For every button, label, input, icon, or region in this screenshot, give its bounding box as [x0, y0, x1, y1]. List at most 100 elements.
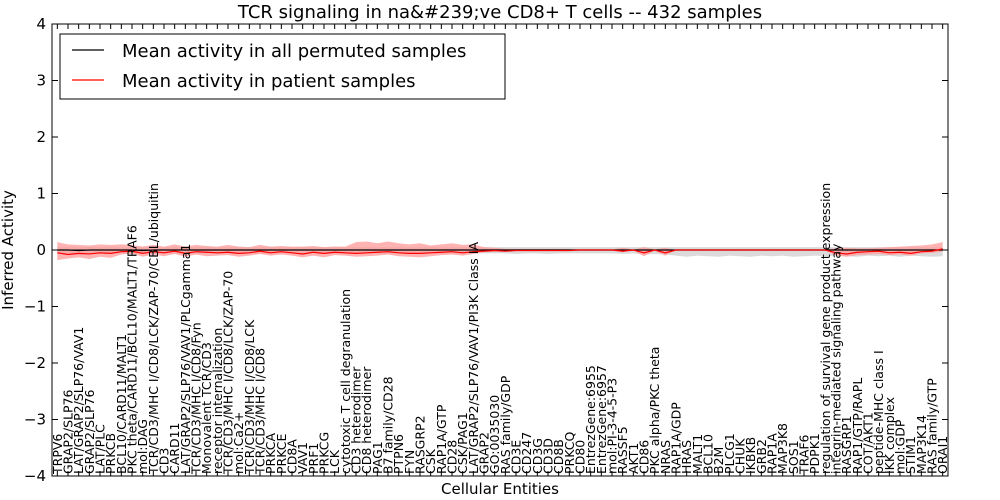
x-tick-label: NRAS — [658, 440, 673, 474]
x-tick-label: CD8B — [551, 439, 566, 474]
x-tick-label: TCR/CD3/MHC I/CD8/LCK/ZAP-70/CBL/ubiquit… — [146, 183, 161, 475]
x-tick-label: CSK — [423, 448, 438, 474]
y-tick-label: 4 — [36, 15, 46, 33]
x-tick-label: EntrezGene:6955 — [583, 365, 598, 474]
y-tick-label: 0 — [36, 241, 46, 259]
x-tick-label: RAP1A/GTP — [434, 404, 449, 474]
x-tick-label: TCR/CD3/MHC I/CD8/LCK — [242, 319, 257, 475]
x-tick-label: PRKCQ — [562, 432, 577, 474]
x-tick-label: cytotoxic T cell degranulation — [338, 289, 353, 474]
x-tick-label: mol:GDP — [893, 419, 908, 474]
y-tick-label: 2 — [36, 128, 46, 146]
y-tick-label: 1 — [36, 185, 46, 203]
x-tick-label: mol:Ca2+ — [231, 412, 246, 474]
y-tick-label: −3 — [24, 411, 46, 429]
x-tick-label: CD3E — [509, 440, 524, 474]
x-tick-label: CD247 — [519, 432, 534, 474]
x-tick-label: RAS family/GDP — [498, 375, 513, 474]
x-tick-label: CD8 heterodimer — [359, 366, 374, 474]
x-tick-label: PTPN6 — [391, 434, 406, 474]
x-axis: TRPV6GRAP2/SLP76LAT/GRAP2/SLP76/VAV1GRAP… — [50, 24, 950, 476]
y-tick-label: −2 — [24, 354, 46, 372]
x-tick-label: PLCG1 — [722, 433, 737, 474]
x-tick-label: GRB2 — [754, 439, 769, 474]
y-axis: 4 3 2 1 0 −1 −2 −3 −4 — [24, 15, 948, 485]
x-tick-label: BCL10 — [701, 434, 716, 474]
x-tick-label: LCK — [327, 449, 342, 474]
x-tick-label: HRAS — [679, 440, 694, 474]
x-tick-label: GRAP2 — [477, 432, 492, 474]
x-tick-label: LAT/PLC — [93, 424, 108, 474]
x-tick-label: TCR/CD3/MHC I/CD8/Fyn — [189, 322, 204, 475]
x-tick-label: COT/AKT1 — [861, 412, 876, 474]
x-tick-label: LAT/GRAP2/SLP76/VAV1 — [71, 327, 86, 474]
x-tick-label: IKK complex — [882, 397, 897, 474]
x-tick-label: PDPK1 — [807, 433, 822, 474]
x-tick-label: CD8A — [285, 439, 300, 474]
x-tick-label: RAS family/GTP — [925, 378, 940, 474]
x-tick-label: LAT/GRAP2/SLP76/VAV1/PI3K Class IA — [466, 242, 481, 474]
x-tick-label: CD3 heterodimer — [349, 366, 364, 474]
x-axis-label: Cellular Entities — [441, 480, 559, 498]
y-tick-label: −1 — [24, 298, 46, 316]
x-tick-label: integrin-mediated signaling pathway — [829, 243, 844, 474]
legend-label-patient: Mean activity in patient samples — [122, 71, 416, 92]
x-tick-label: RAP1A — [765, 433, 780, 474]
x-tick-label: BCL10/CARD11/MALT1 — [114, 334, 129, 474]
x-tick-label: B7 family/CD28 — [381, 376, 396, 474]
x-tick-label: FYN — [402, 450, 417, 474]
legend-label-permuted: Mean activity in all permuted samples — [122, 41, 466, 62]
x-tick-label: PRKCG — [317, 432, 332, 474]
x-tick-label: CD80 — [573, 440, 588, 474]
x-tick-label: TCR/CD3/MHC I/CD8/LCK/ZAP-70 — [221, 271, 236, 475]
x-tick-label: PKC theta/CARD11/BCL10/MALT1/TRAF6 — [125, 225, 140, 474]
x-tick-label: regulation of survival gene product expr… — [818, 183, 833, 474]
x-tick-label: B2M — [711, 447, 726, 474]
x-tick-label: TRAF6 — [797, 434, 812, 475]
x-tick-label: PKC alpha/PKC theta — [647, 347, 662, 474]
series-line-patient — [57, 248, 943, 256]
x-tick-label: CSK/PAG1 — [455, 412, 470, 474]
x-tick-label: IKBKB — [743, 437, 758, 474]
x-tick-label: mol:DAG — [135, 419, 150, 474]
x-tick-label: peptide-MHC class I — [871, 350, 886, 474]
x-tick-label: AKT1 — [626, 443, 641, 474]
legend: Mean activity in all permuted samples Me… — [59, 33, 506, 100]
x-tick-label: STIM1 — [903, 436, 918, 474]
x-tick-label: CD3G — [530, 438, 545, 474]
x-tick-label: CHUK — [733, 438, 748, 474]
x-tick-label: PRKCE — [274, 434, 289, 474]
x-tick-label: CD3 — [157, 448, 172, 474]
x-tick-label: PAG1 — [370, 441, 385, 474]
x-tick-label: receptor internalization — [210, 328, 225, 474]
x-tick-label: EntrezGene:6957 — [594, 365, 609, 474]
x-tick-label: RASSF5 — [615, 426, 630, 474]
x-tick-label: GO:0035030 — [487, 395, 502, 474]
x-tick-label: PRKCA — [263, 433, 278, 474]
x-tick-label: TCR/CD3/MHC I/CD8 — [253, 348, 268, 475]
x-tick-label: VAV1 — [295, 442, 310, 474]
x-tick-label: MAP3K14 — [914, 415, 929, 474]
x-tick-label: ORAI1 — [935, 436, 950, 474]
x-tick-label: GRAP2/SLP76 — [61, 389, 76, 474]
x-tick-label: RASGRP2 — [413, 415, 428, 474]
x-tick-label: mol:PI-3-4-5-P3 — [605, 378, 620, 474]
x-tick-label: CD86 — [637, 440, 652, 474]
x-tick-label: LAT/GRAP2/SLP76/VAV1/PLCgamma1 — [178, 244, 193, 474]
x-tick-label: CD28 — [445, 440, 460, 474]
x-tick-label: SOS1 — [786, 440, 801, 474]
x-tick-label: GRAP2/SLP76 — [82, 389, 97, 474]
y-axis-label: Inferred Activity — [0, 190, 17, 310]
x-tick-label: RASGRP1 — [839, 415, 854, 474]
x-tick-label: CD3D — [541, 438, 556, 474]
x-tick-label: Monovalent TCR/CD3 — [199, 342, 214, 474]
y-tick-label: −4 — [24, 467, 46, 485]
x-tick-label: PRKCB — [103, 433, 118, 474]
x-tick-label: TRPV6 — [50, 434, 65, 475]
x-tick-label: MAP3K8 — [775, 423, 790, 474]
x-tick-label: CARD11 — [167, 423, 182, 475]
chart-title: TCR signaling in na&#239;ve CD8+ T cells… — [237, 2, 762, 23]
x-tick-label: RAP1A/GDP — [669, 402, 684, 474]
legend-frame — [59, 33, 506, 100]
